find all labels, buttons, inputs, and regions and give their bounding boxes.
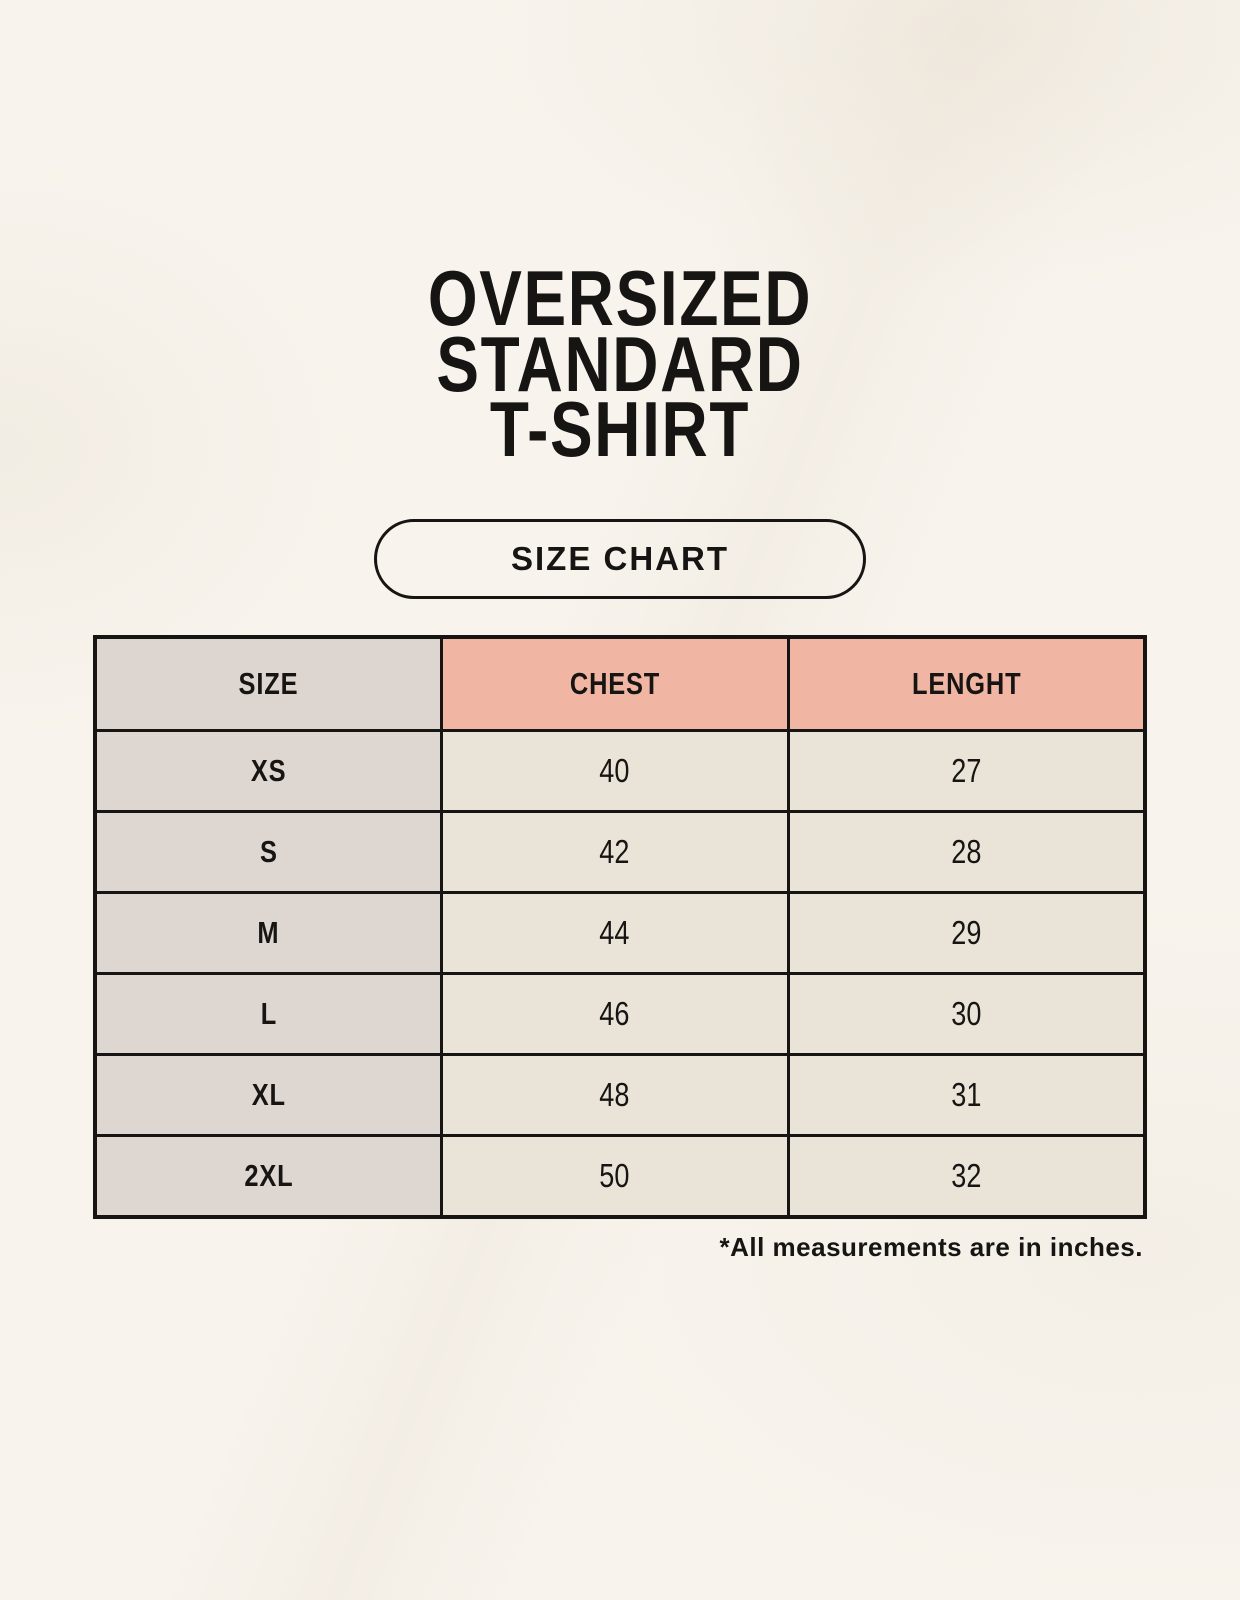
size-cell: L bbox=[93, 972, 443, 1057]
length-cell: 30 bbox=[786, 972, 1147, 1057]
size-cell-label: XL bbox=[251, 1077, 286, 1113]
size-table-body: XS 40 27 S 42 28 M 44 29 L 46 30 XL 48 31 2XL 50 32 bbox=[93, 729, 1147, 1219]
length-cell-label: 29 bbox=[951, 914, 982, 952]
length-cell: 32 bbox=[786, 1134, 1147, 1219]
length-cell: 31 bbox=[786, 1053, 1147, 1138]
size-cell: 2XL bbox=[93, 1134, 443, 1219]
length-cell-label: 28 bbox=[951, 833, 982, 871]
product-title-line: T-SHIRT bbox=[489, 385, 751, 474]
size-chart-table-container: SIZE CHEST LENGHT XS 40 27 S 42 28 M 44 29 L 46 30 X… bbox=[93, 634, 1147, 1263]
size-cell-label: 2XL bbox=[243, 1157, 294, 1193]
size-cell-label: S bbox=[259, 834, 278, 870]
product-title: OVERSIZED STANDARD T-SHIRT bbox=[0, 0, 1240, 474]
size-cell-label: L bbox=[260, 996, 277, 1032]
chest-cell-label: 46 bbox=[599, 995, 630, 1033]
table-row: M 44 29 bbox=[93, 891, 1147, 976]
table-row: 2XL 50 32 bbox=[93, 1134, 1147, 1219]
size-cell: XL bbox=[93, 1053, 443, 1138]
chest-cell: 44 bbox=[440, 891, 790, 976]
length-cell: 27 bbox=[786, 729, 1147, 814]
length-cell-label: 31 bbox=[951, 1076, 982, 1114]
product-title-line: OVERSIZED bbox=[427, 254, 813, 342]
col-header-length-label: LENGHT bbox=[911, 665, 1021, 701]
chest-cell: 48 bbox=[440, 1053, 790, 1138]
size-cell: S bbox=[93, 810, 443, 895]
table-footnote: *All measurements are in inches. bbox=[719, 1231, 1143, 1262]
size-chart-table: SIZE CHEST LENGHT XS 40 27 S 42 28 M 44 29 L 46 30 X… bbox=[93, 634, 1147, 1219]
chest-cell: 50 bbox=[440, 1134, 790, 1219]
chest-cell: 40 bbox=[440, 729, 790, 814]
chest-cell: 42 bbox=[440, 810, 790, 895]
length-cell-label: 32 bbox=[951, 1156, 982, 1194]
col-header-size-label: SIZE bbox=[238, 665, 299, 701]
size-cell: M bbox=[93, 891, 443, 976]
table-row: XS 40 27 bbox=[93, 729, 1147, 814]
chest-cell-label: 50 bbox=[599, 1156, 630, 1194]
size-cell: XS bbox=[93, 729, 443, 814]
table-header-row: SIZE CHEST LENGHT bbox=[93, 635, 1147, 733]
size-chart-badge-label: SIZE CHART bbox=[511, 539, 729, 577]
length-cell: 28 bbox=[786, 810, 1147, 895]
col-header-chest: CHEST bbox=[440, 635, 790, 733]
col-header-size: SIZE bbox=[93, 635, 443, 733]
table-row: L 46 30 bbox=[93, 972, 1147, 1057]
chest-cell-label: 44 bbox=[599, 914, 630, 952]
table-row: S 42 28 bbox=[93, 810, 1147, 895]
col-header-chest-label: CHEST bbox=[569, 665, 660, 701]
length-cell-label: 30 bbox=[951, 995, 982, 1033]
product-title-line: STANDARD bbox=[436, 319, 804, 408]
size-cell-label: M bbox=[257, 915, 280, 951]
chest-cell-label: 48 bbox=[599, 1076, 630, 1114]
table-row: XL 48 31 bbox=[93, 1053, 1147, 1138]
length-cell: 29 bbox=[786, 891, 1147, 976]
size-chart-badge[interactable]: SIZE CHART bbox=[374, 518, 866, 599]
size-cell-label: XS bbox=[250, 753, 287, 789]
chest-cell-label: 42 bbox=[599, 833, 630, 871]
chest-cell-label: 40 bbox=[599, 752, 630, 790]
chest-cell: 46 bbox=[440, 972, 790, 1057]
col-header-length: LENGHT bbox=[786, 635, 1147, 733]
length-cell-label: 27 bbox=[951, 752, 982, 790]
